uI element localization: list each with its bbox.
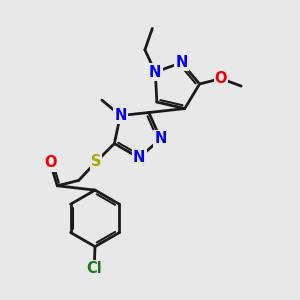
Text: O: O <box>215 71 227 86</box>
Text: N: N <box>154 131 167 146</box>
Text: N: N <box>176 55 188 70</box>
Text: S: S <box>91 154 101 169</box>
Text: N: N <box>149 64 161 80</box>
Text: O: O <box>44 155 57 170</box>
Text: N: N <box>133 150 146 165</box>
Text: N: N <box>114 108 127 123</box>
Text: Cl: Cl <box>86 261 102 276</box>
